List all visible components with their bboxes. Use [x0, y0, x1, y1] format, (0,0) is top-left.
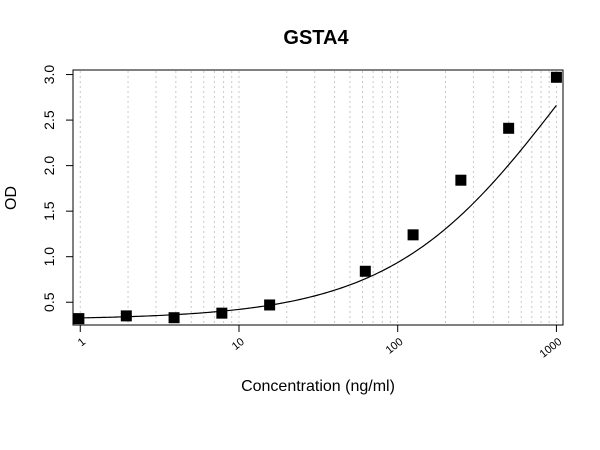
- data-point: [359, 265, 371, 277]
- y-axis-label: OD: [3, 186, 20, 210]
- x-gridlines: [79, 71, 557, 324]
- data-point: [73, 313, 85, 325]
- y-tick-label: 1.0: [41, 247, 57, 267]
- y-tick-label: 2.0: [41, 156, 57, 176]
- y-tick-label: 1.5: [41, 201, 57, 221]
- y-tick-label: 3.0: [41, 65, 57, 85]
- data-point: [407, 229, 419, 241]
- y-tick-label: 0.5: [41, 292, 57, 312]
- fit-curve: [78, 104, 557, 319]
- data-point: [550, 71, 562, 83]
- y-axis: 0.5 1.0 1.5 2.0 2.5 3.0: [41, 65, 74, 312]
- x-tick-label: 1: [76, 336, 88, 349]
- x-tick-label: 100: [384, 336, 406, 357]
- data-point: [264, 299, 276, 311]
- data-point: [503, 122, 515, 134]
- x-axis-label: Concentration (ng/ml): [241, 378, 395, 395]
- data-point: [120, 310, 132, 322]
- data-point: [168, 312, 180, 324]
- x-axis: 1 10 100 1000: [76, 324, 565, 361]
- data-points: [73, 71, 562, 325]
- data-point: [216, 307, 228, 319]
- plot-area: [72, 69, 564, 326]
- data-point: [455, 174, 467, 186]
- x-tick-label: 1000: [538, 336, 565, 361]
- x-tick-label: 10: [230, 336, 247, 353]
- y-tick-label: 2.5: [41, 110, 57, 130]
- chart-title: GSTA4: [283, 27, 349, 49]
